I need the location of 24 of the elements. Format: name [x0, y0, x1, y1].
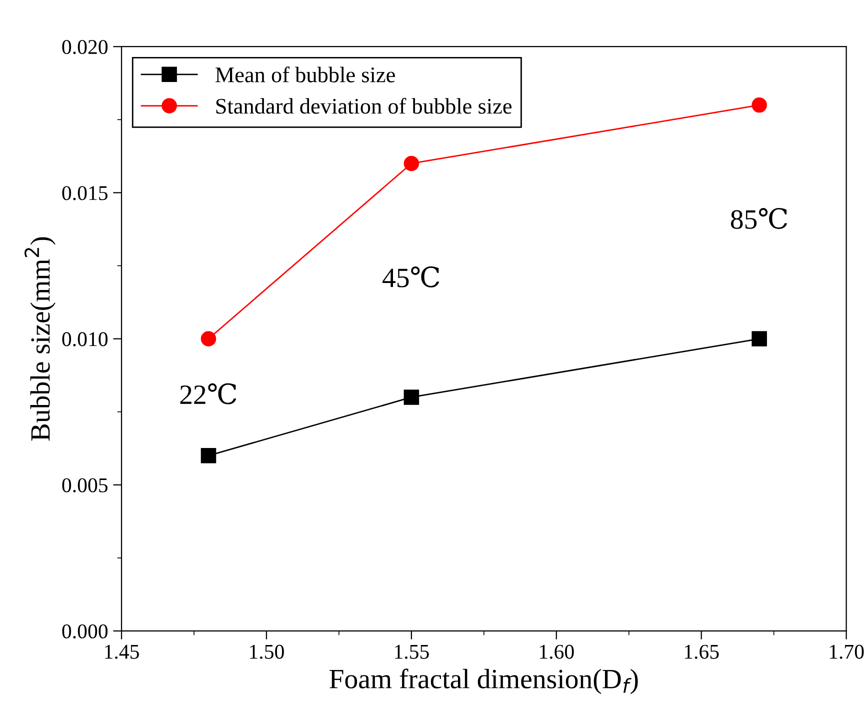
y-tick-label: 0.015 — [62, 186, 108, 200]
point — [752, 331, 767, 346]
point — [200, 331, 216, 346]
annotation: 45℃ — [382, 266, 440, 288]
legend-label: Standard deviation of bubble size — [216, 98, 512, 114]
point — [404, 390, 420, 405]
x-tick-label: 1.65 — [684, 644, 719, 659]
y-tick-label: 0.020 — [62, 40, 108, 54]
legend-label: Mean of bubble size — [215, 66, 395, 82]
point — [752, 97, 767, 113]
x-tick-label: 1.55 — [395, 644, 429, 659]
x-axis-title: Foam fractal dimension(D$_{f}$) — [330, 668, 638, 694]
x-tick-label: 1.70 — [830, 644, 864, 659]
y-tick-label: 0.005 — [62, 478, 108, 492]
point — [200, 448, 216, 464]
annotation: 85℃ — [730, 208, 788, 229]
x-tick-label: 1.50 — [250, 644, 284, 659]
x-tick-label: 1.60 — [540, 644, 574, 659]
y-tick-label: 0.010 — [62, 332, 108, 346]
y-axis-title: Bubble size(mm$^{2}$) — [24, 237, 56, 441]
x-tick-label: 1.45 — [105, 644, 139, 659]
annotation: 22℃ — [180, 383, 236, 404]
y-tick-label: 0.000 — [62, 624, 108, 638]
point — [404, 156, 420, 172]
